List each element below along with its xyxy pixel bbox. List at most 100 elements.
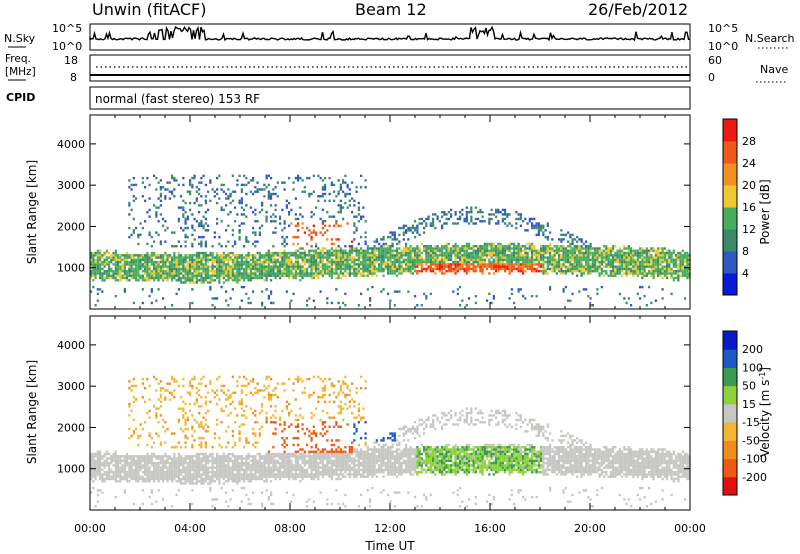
power-cell: [414, 247, 417, 250]
power-cell: [254, 274, 257, 277]
power-cell: [618, 263, 621, 266]
power-cell: [445, 245, 448, 248]
power-cell: [150, 263, 153, 266]
power-cell: [265, 272, 268, 275]
power-cell: [164, 265, 167, 268]
power-cell: [454, 256, 457, 259]
power-cell: [335, 272, 338, 275]
velocity-cell: [225, 457, 228, 460]
power-cell: [623, 297, 626, 300]
power-cell: [155, 215, 158, 218]
power-cell: [465, 242, 468, 246]
power-cell: [92, 260, 95, 264]
power-cell: [222, 190, 225, 193]
power-cell: [92, 258, 95, 262]
power-cell: [596, 267, 599, 271]
power-cell: [101, 263, 104, 266]
power-cell: [657, 260, 660, 264]
power-cell: [157, 272, 160, 275]
power-cell: [326, 258, 329, 262]
power-cell: [101, 267, 104, 271]
power-cell: [265, 260, 268, 264]
velocity-cell: [184, 461, 187, 465]
velocity-cell: [103, 464, 106, 467]
power-cell: [434, 213, 437, 216]
velocity-cell: [193, 477, 196, 481]
power-cell: [310, 256, 313, 259]
power-cell: [369, 263, 372, 266]
power-cell: [200, 220, 203, 223]
power-cell: [414, 235, 417, 239]
power-cell: [479, 249, 482, 252]
velocity-cell: [157, 457, 160, 460]
power-cell: [409, 260, 412, 264]
power-cell: [335, 247, 338, 250]
power-cell: [227, 188, 230, 191]
velocity-cell: [200, 482, 203, 485]
power-cell: [227, 276, 230, 280]
power-cell: [308, 176, 311, 180]
power-cell: [675, 269, 678, 273]
power-cell: [393, 272, 396, 275]
power-cell: [436, 254, 439, 257]
power-cell: [387, 254, 390, 257]
power-cell: [191, 288, 194, 291]
velocity-cell: [139, 455, 142, 458]
power-cell: [281, 208, 284, 212]
power-cell: [609, 254, 612, 257]
power-cell: [310, 254, 313, 257]
power-cell: [490, 245, 493, 248]
power-cell: [258, 231, 261, 234]
power-cell: [591, 267, 594, 271]
velocity-cell: [193, 402, 196, 406]
power-cell: [479, 210, 482, 214]
power-cell: [630, 247, 633, 250]
velocity-cell: [204, 384, 207, 388]
velocity-cell: [103, 461, 106, 465]
velocity-cell: [105, 450, 108, 453]
power-cell: [465, 247, 468, 250]
power-cell: [299, 272, 302, 275]
power-cell: [542, 260, 545, 264]
power-cell: [490, 267, 493, 271]
power-cell: [267, 190, 270, 193]
velocity-cell: [218, 436, 221, 440]
power-cell: [335, 195, 338, 198]
power-cell: [369, 254, 372, 257]
power-cell: [171, 276, 174, 280]
power-cell: [580, 274, 583, 277]
power-cell: [123, 267, 126, 271]
velocity-cell: [96, 468, 99, 472]
power-cell: [171, 260, 174, 264]
power-cell: [585, 288, 588, 291]
power-cell: [200, 251, 203, 255]
velocity-cell: [173, 396, 176, 399]
velocity-cell: [166, 470, 169, 474]
power-cell: [414, 229, 417, 232]
velocity-cell: [146, 411, 149, 415]
power-cell: [294, 249, 297, 252]
power-cell: [317, 254, 320, 257]
velocity-cell: [130, 459, 133, 463]
power-cell: [571, 272, 574, 275]
velocity-cell: [191, 434, 194, 438]
power-cell: [429, 256, 432, 259]
power-cell: [391, 251, 394, 255]
power-cell: [371, 258, 374, 262]
power-cell: [238, 201, 241, 205]
power-cell: [326, 265, 329, 268]
power-cell: [621, 258, 624, 262]
power-cell: [105, 249, 108, 252]
power-cell: [297, 263, 300, 266]
power-cell: [632, 269, 635, 273]
power-cell: [537, 229, 540, 232]
power-cell: [200, 240, 203, 243]
power-cell: [445, 254, 448, 257]
power-cell: [609, 249, 612, 252]
velocity-cell: [114, 459, 117, 463]
power-cell: [618, 292, 621, 296]
power-cell: [175, 258, 178, 262]
power-cell: [542, 258, 545, 262]
velocity-cell: [144, 477, 147, 481]
power-cell: [585, 245, 588, 248]
